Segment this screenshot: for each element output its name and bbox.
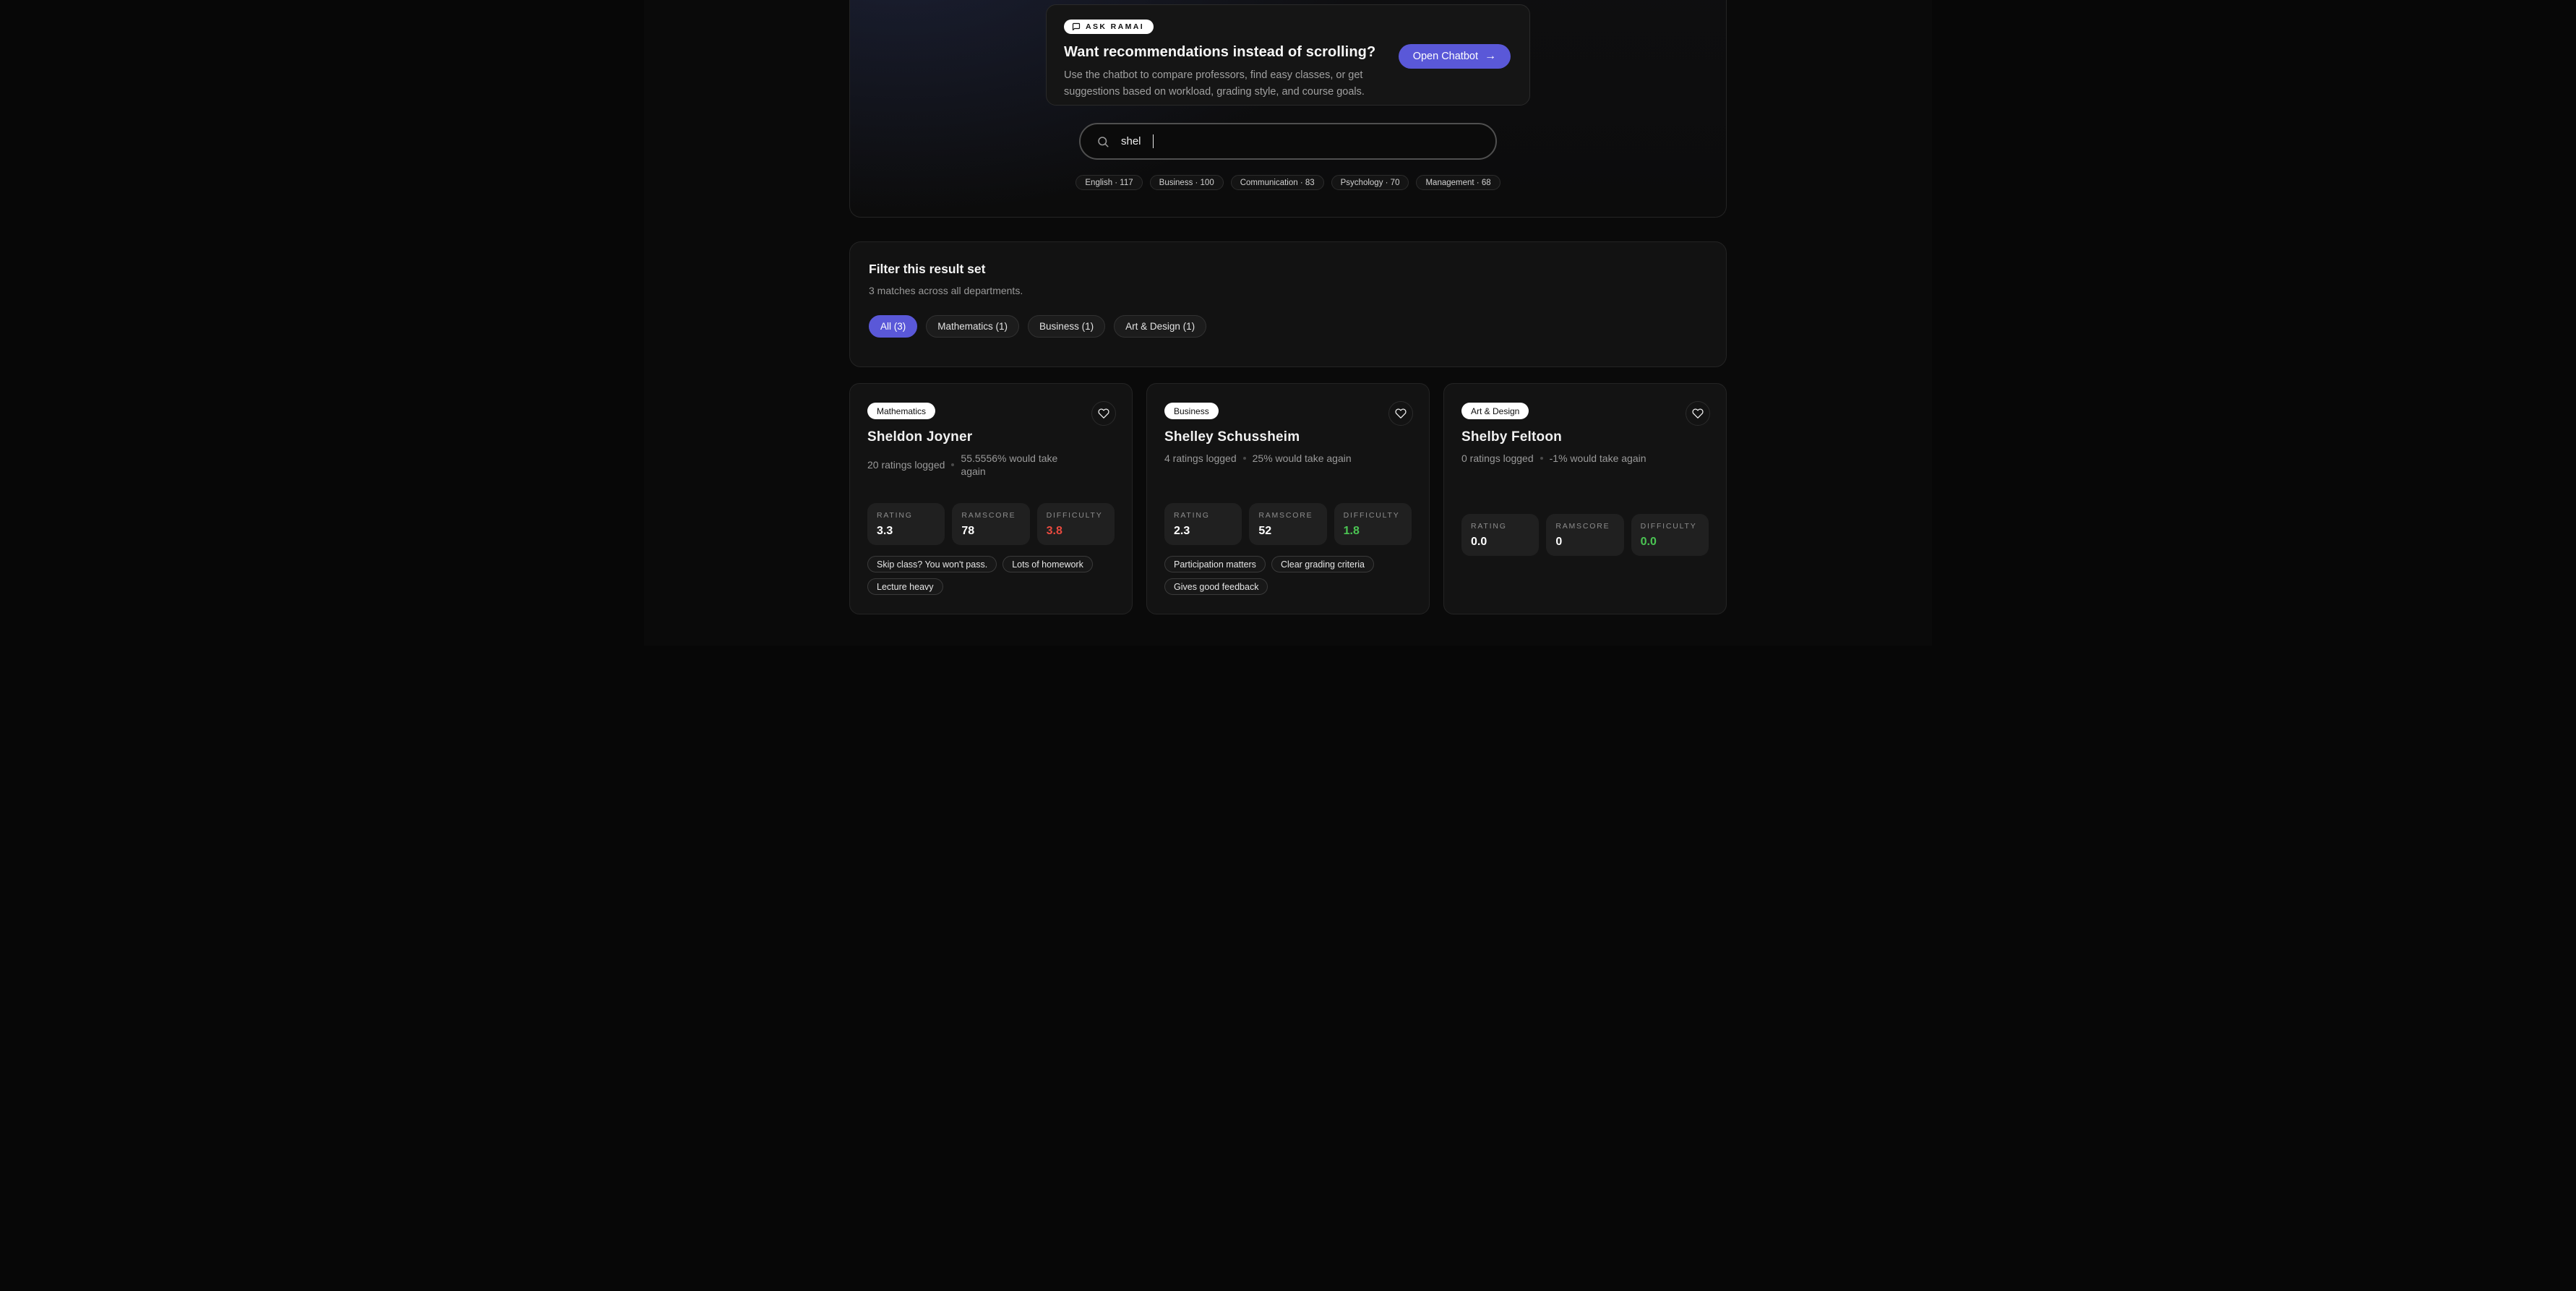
chat-bubble-icon (1072, 22, 1081, 31)
professor-name: Sheldon Joyner (867, 429, 973, 445)
separator-dot (1242, 457, 1246, 460)
rating-value: 3.3 (877, 525, 893, 537)
department-chip-psychology[interactable]: Psychology · 70 (1331, 175, 1409, 190)
department-chip-english[interactable]: English · 117 (1076, 175, 1143, 190)
rating-label: RATING (877, 511, 913, 520)
professor-name: Shelby Feltoon (1461, 429, 1562, 445)
tag-chip: Lots of homework (1003, 556, 1093, 572)
separator-dot (1540, 457, 1543, 460)
department-chip-communication[interactable]: Communication · 83 (1230, 175, 1324, 190)
professor-name: Shelley Schussheim (1164, 429, 1300, 445)
heart-icon (1692, 408, 1704, 419)
tag-row: Participation matters Clear grading crit… (1164, 556, 1412, 595)
ratings-count: 4 ratings logged (1164, 453, 1237, 464)
take-again-percent: 55.5556% would take again (961, 453, 1058, 478)
filter-chip-mathematics[interactable]: Mathematics (1) (926, 315, 1020, 338)
professor-meta: 0 ratings logged -1% would take again (1461, 452, 1647, 465)
difficulty-label: DIFFICULTY (1046, 511, 1103, 520)
filter-section: Filter this result set 3 matches across … (849, 241, 1727, 367)
filter-chip-business[interactable]: Business (1) (1028, 315, 1106, 338)
search-input-value: shel (1121, 135, 1141, 147)
ramscore-stat: RAMSCORE 78 (952, 503, 1030, 545)
professor-card: Business Shelley Schussheim 4 ratings lo… (1146, 383, 1430, 614)
favorite-button[interactable] (1686, 401, 1710, 426)
department-chip-management[interactable]: Management · 68 (1416, 175, 1500, 190)
separator-dot (951, 463, 955, 467)
rating-label: RATING (1174, 511, 1210, 520)
ramscore-stat: RAMSCORE 0 (1546, 514, 1624, 556)
difficulty-stat: DIFFICULTY 1.8 (1334, 503, 1412, 545)
ratings-count: 20 ratings logged (867, 459, 945, 471)
favorite-button[interactable] (1091, 401, 1116, 426)
stats-row: RATING 3.3 RAMSCORE 78 DIFFICULTY 3.8 (867, 503, 1115, 545)
rating-label: RATING (1471, 522, 1507, 531)
hero-title: Want recommendations instead of scrollin… (1064, 44, 1376, 60)
professor-card: Art & Design Shelby Feltoon 0 ratings lo… (1443, 383, 1727, 614)
ramscore-label: RAMSCORE (1258, 511, 1313, 520)
ask-ramai-badge: ASK RAMAI (1064, 20, 1154, 34)
filter-chip-row: All (3) Mathematics (1) Business (1) Art… (869, 315, 1707, 338)
ask-ramai-badge-label: ASK RAMAI (1086, 22, 1145, 31)
difficulty-label: DIFFICULTY (1343, 511, 1400, 520)
difficulty-stat: DIFFICULTY 3.8 (1036, 503, 1115, 545)
tag-chip: Gives good feedback (1164, 578, 1268, 595)
search-section: ASK RAMAI Want recommendations instead o… (849, 0, 1727, 218)
department-badge: Mathematics (867, 403, 936, 419)
search-icon (1096, 135, 1109, 148)
difficulty-value: 1.8 (1343, 525, 1360, 537)
tag-row: Skip class? You won't pass. Lots of home… (867, 556, 1115, 595)
difficulty-value: 0.0 (1640, 536, 1657, 548)
difficulty-stat: DIFFICULTY 0.0 (1631, 514, 1709, 556)
stats-row: RATING 0.0 RAMSCORE 0 DIFFICULTY 0.0 (1461, 514, 1709, 556)
professor-meta: 4 ratings logged 25% would take again (1164, 452, 1352, 465)
rating-stat: RATING 3.3 (867, 503, 945, 545)
rating-stat: RATING 2.3 (1164, 503, 1242, 545)
rating-stat: RATING 0.0 (1461, 514, 1540, 556)
ramscore-value: 78 (961, 525, 975, 537)
department-badge: Art & Design (1461, 403, 1529, 419)
ramscore-label: RAMSCORE (1555, 522, 1610, 531)
filter-chip-art-design[interactable]: Art & Design (1) (1114, 315, 1207, 338)
hero-description: Use the chatbot to compare professors, f… (1064, 69, 1365, 98)
rating-value: 0.0 (1471, 536, 1487, 548)
tag-chip: Clear grading criteria (1271, 556, 1374, 572)
heart-icon (1395, 408, 1407, 419)
stats-row: RATING 2.3 RAMSCORE 52 DIFFICULTY 1.8 (1164, 503, 1412, 545)
ratings-count: 0 ratings logged (1461, 453, 1534, 464)
take-again-percent: -1% would take again (1549, 453, 1647, 464)
open-chatbot-label: Open Chatbot (1412, 51, 1478, 62)
arrow-right-icon: → (1485, 50, 1496, 62)
difficulty-label: DIFFICULTY (1640, 522, 1697, 531)
difficulty-value: 3.8 (1046, 525, 1062, 537)
rating-value: 2.3 (1174, 525, 1190, 537)
tag-chip: Participation matters (1164, 556, 1266, 572)
text-caret (1152, 134, 1154, 148)
filter-subtitle: 3 matches across all departments. (869, 285, 1023, 296)
ramscore-stat: RAMSCORE 52 (1249, 503, 1327, 545)
tag-chip: Skip class? You won't pass. (867, 556, 997, 572)
professor-card: Mathematics Sheldon Joyner 20 ratings lo… (849, 383, 1133, 614)
tag-chip: Lecture heavy (867, 578, 943, 595)
filter-chip-all[interactable]: All (3) (869, 315, 918, 338)
favorite-button[interactable] (1388, 401, 1413, 426)
ramscore-label: RAMSCORE (961, 511, 1016, 520)
content-column: ASK RAMAI Want recommendations instead o… (849, 0, 1727, 614)
department-badge: Business (1164, 403, 1219, 419)
app-viewport: ASK RAMAI Want recommendations instead o… (644, 0, 1932, 646)
search-input[interactable]: shel (1079, 123, 1497, 160)
open-chatbot-button[interactable]: Open Chatbot → (1398, 44, 1511, 69)
heart-icon (1098, 408, 1109, 419)
department-chip-business[interactable]: Business · 100 (1149, 175, 1224, 190)
ramscore-value: 52 (1258, 525, 1272, 537)
professor-meta: 20 ratings logged 55.5556% would take ag… (867, 452, 1080, 479)
ramscore-value: 0 (1555, 536, 1563, 548)
department-suggestion-row: English · 117 Business · 100 Communicati… (850, 175, 1726, 190)
take-again-percent: 25% would take again (1252, 453, 1352, 464)
ask-ramai-card: ASK RAMAI Want recommendations instead o… (1046, 4, 1530, 106)
results-grid: Mathematics Sheldon Joyner 20 ratings lo… (849, 383, 1727, 614)
filter-title: Filter this result set (869, 262, 986, 276)
